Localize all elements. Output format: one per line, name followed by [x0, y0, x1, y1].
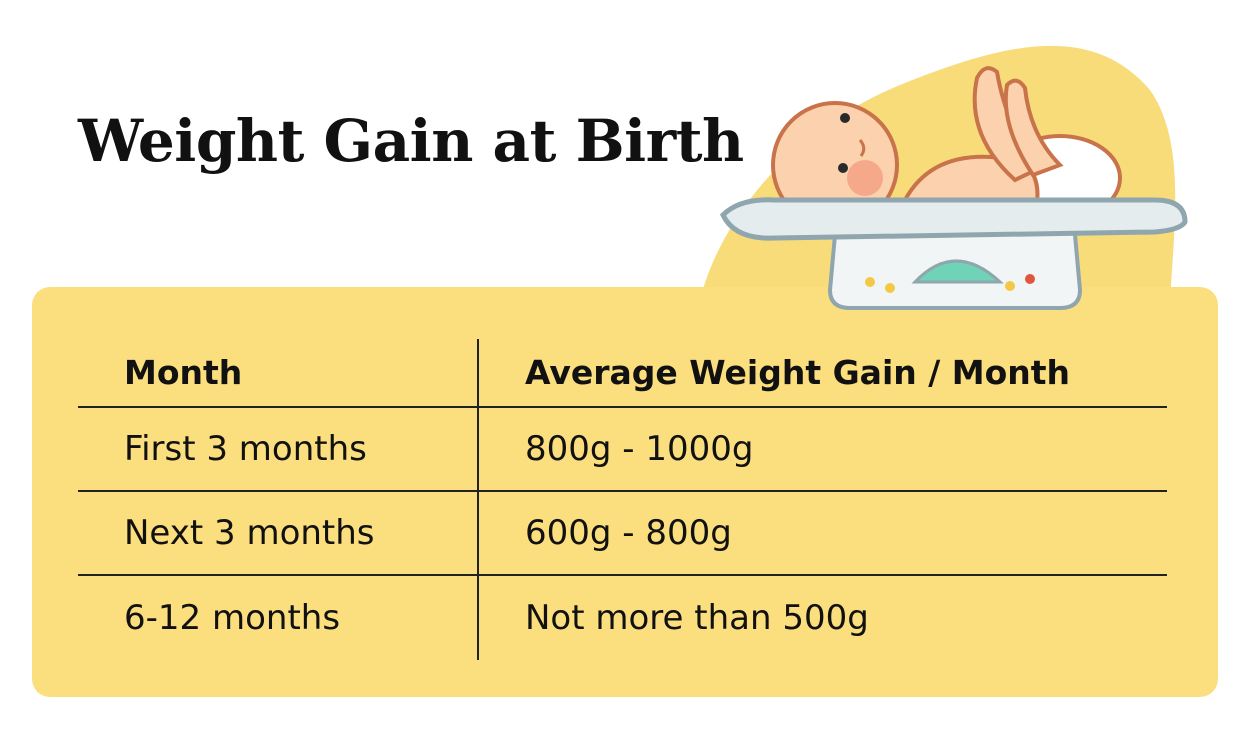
cell-gain: Not more than 500g [525, 598, 869, 638]
table-header-row: Month Average Weight Gain / Month [78, 339, 1167, 408]
scale-button [1005, 281, 1015, 291]
header-month: Month [78, 339, 479, 408]
table-row: First 3 months 800g - 1000g [78, 407, 1167, 492]
cell-month: First 3 months [78, 407, 479, 492]
scale-button [885, 283, 895, 293]
cell-month: Next 3 months [78, 491, 479, 576]
cell-month: 6-12 months [78, 575, 479, 660]
baby-mouth [858, 139, 866, 157]
cell-gain: 800g - 1000g [478, 407, 1167, 492]
weight-gain-table: Month Average Weight Gain / Month First … [78, 339, 1167, 660]
page-title: Weight Gain at Birth [78, 107, 744, 175]
baby-cheek [847, 160, 883, 196]
cell-gain: 600g - 800g [478, 491, 1167, 576]
scale-tray [719, 197, 1188, 241]
baby-eye [838, 163, 848, 173]
baby-on-scale-illustration [719, 66, 1188, 310]
baby-leg [1003, 78, 1064, 178]
scale-display [911, 259, 1004, 284]
table-row: 6-12 months Not more than 500g [78, 575, 1167, 660]
header-average-gain: Average Weight Gain / Month [478, 339, 1167, 408]
scale-button [865, 277, 875, 287]
table-row: Next 3 months 600g - 800g [78, 491, 1167, 576]
weight-table-card: Month Average Weight Gain / Month First … [32, 287, 1218, 697]
scale-button [1025, 274, 1035, 284]
baby-eye [840, 113, 850, 123]
